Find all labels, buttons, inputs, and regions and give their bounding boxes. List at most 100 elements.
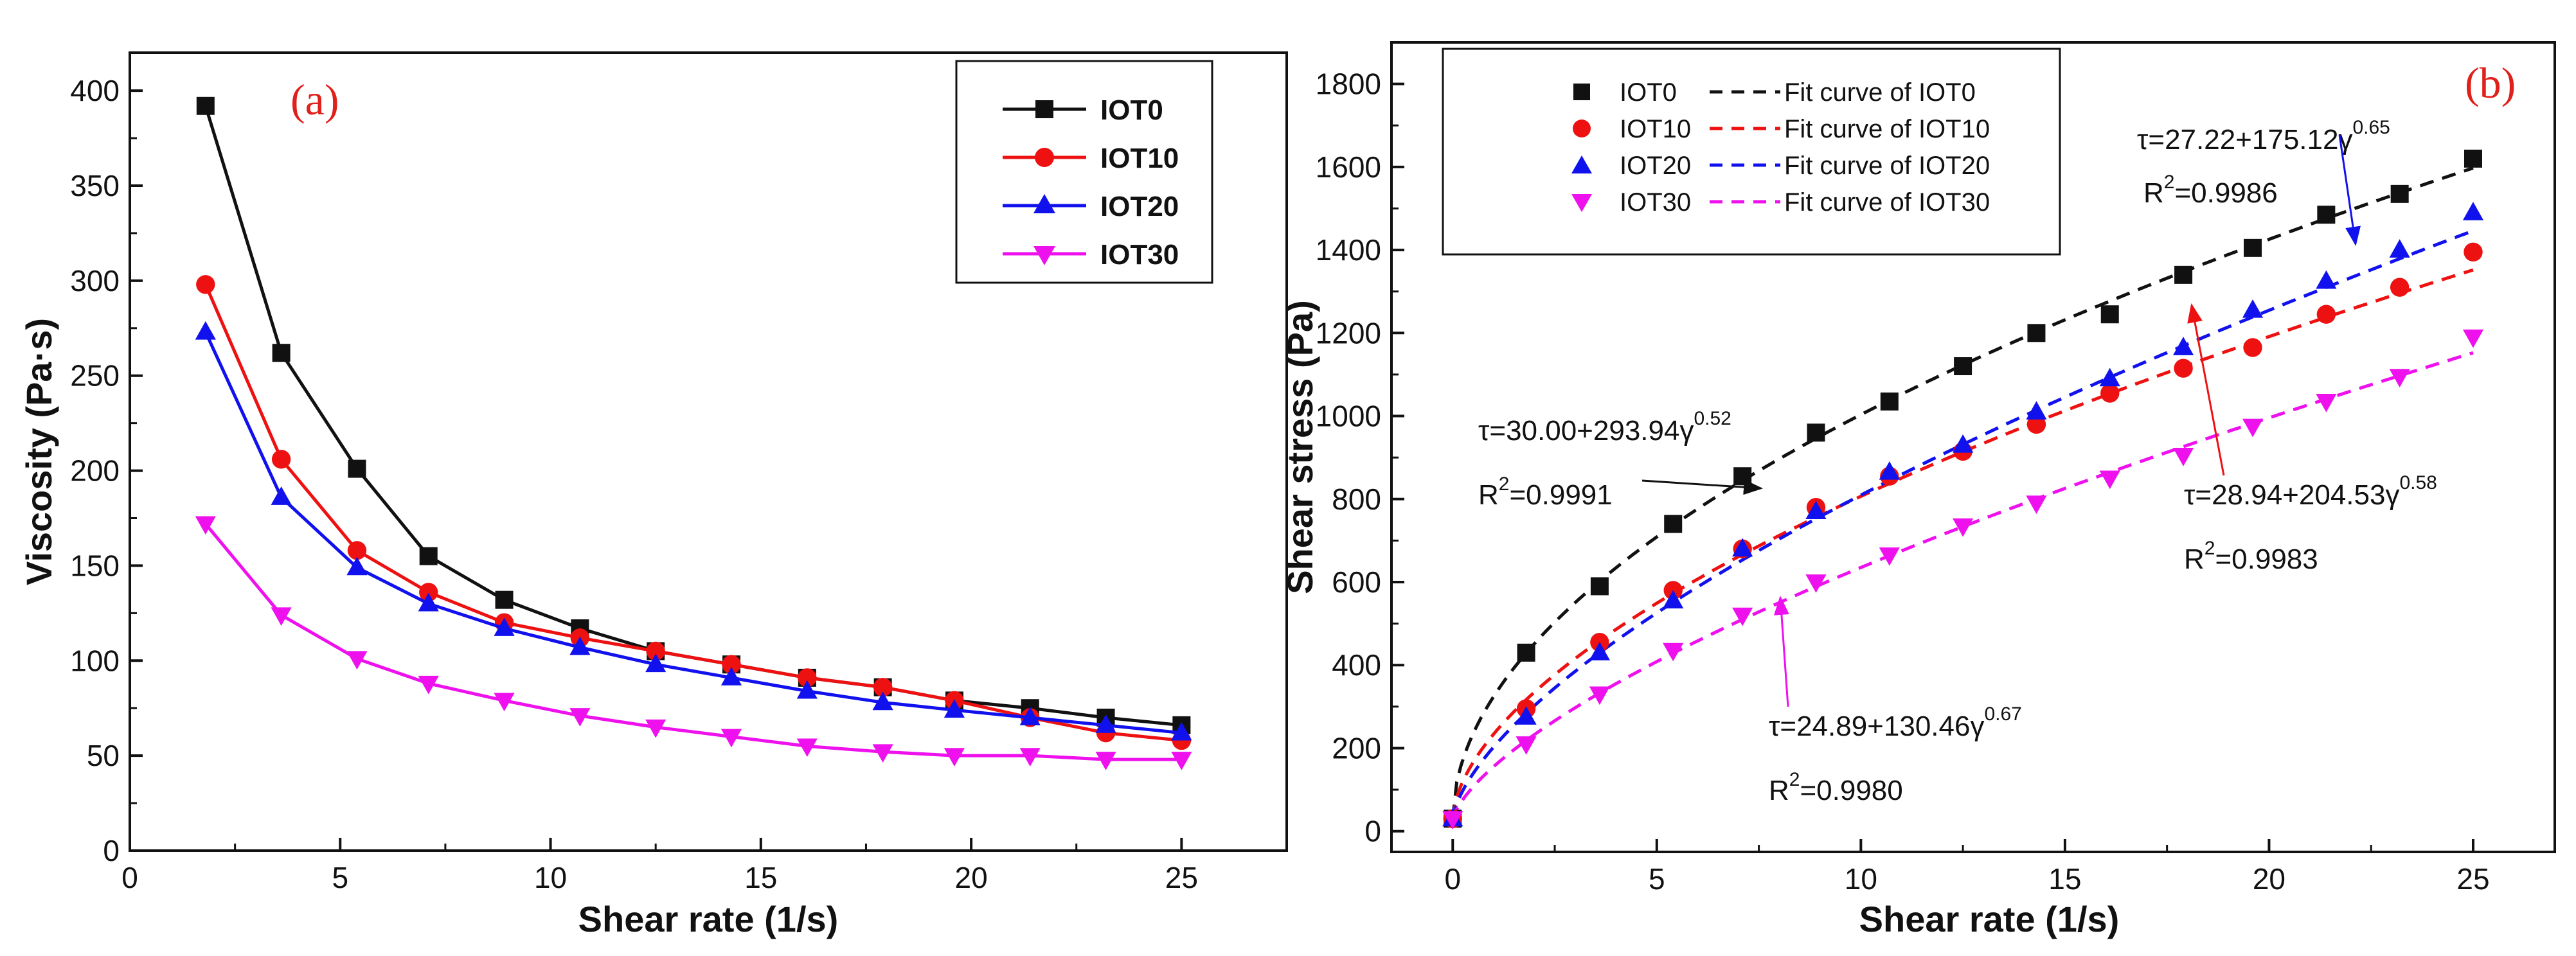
legend-label-iot10: IOT10: [1100, 143, 1179, 174]
annotation-iot30: τ=24.89+130.46γ0.67 R2=0.9980: [1769, 596, 2022, 806]
point-iot20: [1663, 590, 1684, 608]
point-iot30: [2099, 470, 2120, 490]
legend-a: IOT0 IOT10 IOT20 IOT30: [955, 60, 1213, 284]
legend-label-iot30: IOT30: [1100, 239, 1179, 270]
legend-b-marker-iot0: [1573, 84, 1590, 100]
a-y-tick-label: 350: [70, 169, 120, 202]
point-iot20: [2462, 202, 2484, 220]
point-iot0: [2244, 238, 2262, 257]
fit-curve-iot20: [1451, 229, 2474, 820]
point-iot20: [346, 556, 368, 576]
series-b: [1442, 149, 2484, 830]
point-iot30: [1095, 752, 1116, 770]
legend-b-fit-label-iot30: Fit curve of IOT30: [1784, 188, 1990, 217]
a-x-tick-label: 5: [332, 861, 348, 894]
point-iot20: [2172, 337, 2194, 355]
point-iot10: [2100, 384, 2120, 403]
b-x-tick-label: 10: [1845, 862, 1877, 896]
b-y-tick-label: 800: [1332, 482, 1381, 516]
x-axis-title-a: Shear rate (1/s): [578, 899, 839, 939]
a-y-tick-label: 200: [70, 454, 120, 488]
point-iot20: [195, 321, 216, 340]
annotation-arrow-iot0: [1641, 479, 1763, 495]
annotation-arrow-iot10: [2187, 303, 2225, 476]
point-iot10: [873, 677, 893, 697]
point-iot10: [2316, 305, 2336, 324]
legend-marker-iot20: [1033, 194, 1055, 213]
legend-b-fit-label-iot10: Fit curve of IOT10: [1784, 115, 1990, 143]
a-x-tick-label: 25: [1165, 861, 1198, 894]
point-iot20: [2026, 401, 2047, 420]
line-iot20: [204, 331, 1182, 735]
point-iot20: [1516, 706, 1537, 725]
point-iot20: [1589, 642, 1610, 660]
point-iot30: [645, 719, 666, 738]
plot-frame-a: [129, 51, 1288, 852]
chart-b: 0 5 10 15 20 25 0 200 400 600 800 1000 1200 1400 1600 1…: [1280, 41, 2556, 939]
point-iot0: [2390, 184, 2409, 203]
legend-b-label-iot20: IOT20: [1620, 152, 1691, 180]
point-iot20: [2316, 270, 2337, 289]
point-iot10: [271, 450, 291, 469]
point-iot0: [1517, 643, 1535, 662]
point-iot20: [271, 486, 292, 505]
legend-b-label-iot30: IOT30: [1620, 188, 1691, 217]
point-iot0: [2027, 324, 2046, 342]
legend-label-iot20: IOT20: [1100, 191, 1179, 222]
legend-marker-iot10: [1035, 148, 1054, 167]
b-y-tick-label: 1400: [1316, 233, 1381, 267]
b-y-tick-label: 1200: [1316, 316, 1381, 350]
a-x-tick-label: 15: [744, 861, 777, 894]
point-iot30: [1442, 811, 1463, 830]
annotation-r2-iot20: R2=0.9986: [2143, 172, 2278, 209]
x-axis-title-b: Shear rate (1/s): [1859, 899, 2120, 939]
point-iot30: [2389, 369, 2410, 387]
a-y-tick-label: 300: [70, 264, 120, 297]
point-iot0: [1590, 577, 1609, 596]
fit-curve-iot30: [1451, 351, 2474, 822]
point-iot10: [646, 641, 665, 661]
panel-label-a: (a): [291, 75, 339, 124]
legend-b-label-iot10: IOT10: [1620, 115, 1691, 143]
annotation-arrow-iot30: [1773, 596, 1789, 707]
a-x-tick-label: 20: [955, 861, 988, 894]
legend-marker-iot0: [1035, 100, 1053, 118]
point-iot30: [1879, 547, 1900, 566]
legend-marker-iot30: [1033, 246, 1055, 265]
b-y-tick-label: 1800: [1316, 67, 1381, 101]
point-iot30: [796, 738, 818, 757]
point-iot0: [2100, 305, 2119, 324]
b-x-tick-label: 25: [2456, 862, 2489, 896]
point-iot20: [1171, 721, 1192, 741]
point-iot10: [2464, 242, 2483, 262]
point-iot20: [796, 680, 818, 699]
point-iot30: [2316, 394, 2337, 412]
point-iot0: [2317, 206, 2336, 224]
point-iot30: [1663, 642, 1684, 662]
annotation-arrow-iot20: [2338, 134, 2361, 246]
annotation-formula-iot0: τ=30.00+293.94γ0.52: [1478, 408, 1731, 447]
point-iot10: [2026, 414, 2046, 434]
point-iot30: [569, 708, 591, 727]
point-iot20: [720, 667, 742, 686]
plot-frame-b: [1390, 41, 2556, 853]
point-iot30: [346, 651, 368, 670]
annotation-iot10: τ=28.94+204.53γ0.58 R2=0.9983: [2184, 303, 2437, 575]
point-iot30: [2242, 418, 2264, 438]
point-iot0: [495, 590, 514, 609]
point-iot10: [2174, 358, 2193, 378]
point-iot10: [2390, 278, 2410, 297]
b-x-tick-label: 15: [2048, 862, 2081, 896]
point-iot20: [1732, 538, 1753, 557]
point-iot30: [1171, 752, 1192, 770]
legend-box-b: [1442, 48, 2061, 256]
point-iot30: [1805, 574, 1827, 593]
legend-b-marker-iot10: [1573, 120, 1591, 137]
point-iot10: [419, 583, 438, 602]
point-iot30: [720, 729, 742, 748]
point-iot30: [2026, 495, 2047, 515]
point-iot20: [1019, 707, 1041, 725]
point-iot20: [944, 699, 965, 718]
point-iot10: [2243, 338, 2262, 357]
